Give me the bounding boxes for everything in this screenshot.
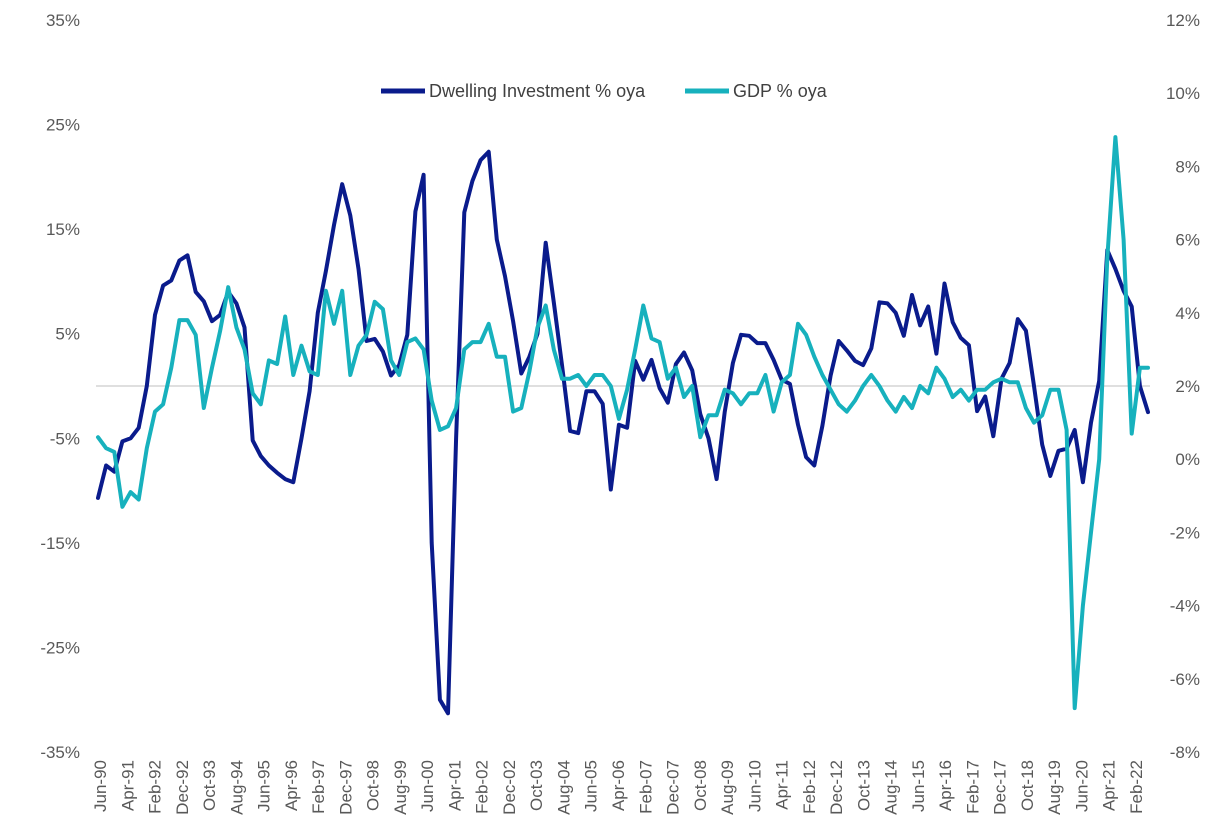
right-tick-label: 10% (1166, 84, 1200, 103)
x-tick-label: Feb-12 (800, 760, 819, 814)
x-tick-label: Jun-15 (909, 760, 928, 812)
right-tick-label: 8% (1175, 157, 1200, 176)
x-tick-label: Oct-08 (691, 760, 710, 811)
x-tick-label: Feb-92 (146, 760, 165, 814)
x-tick-label: Feb-02 (473, 760, 492, 814)
right-tick-label: 0% (1175, 450, 1200, 469)
series-layer (96, 135, 1150, 716)
right-tick-label: 4% (1175, 304, 1200, 323)
left-tick-label: -5% (50, 429, 80, 448)
x-tick-label: Aug-14 (882, 760, 901, 815)
x-tick-label: Dec-92 (173, 760, 192, 815)
left-tick-label: -15% (40, 534, 80, 553)
legend-label-dwelling: Dwelling Investment % oya (429, 81, 646, 101)
left-tick-label: 15% (46, 220, 80, 239)
x-tick-label: Dec-12 (827, 760, 846, 815)
series-line-gdp (96, 135, 1150, 711)
left-tick-label: -25% (40, 638, 80, 657)
right-tick-label: -2% (1170, 523, 1200, 542)
x-tick-label: Feb-17 (963, 760, 982, 814)
x-tick-label: Apr-21 (1100, 760, 1119, 811)
legend-label-gdp: GDP % oya (733, 81, 828, 101)
series-line-dwelling-investment (96, 149, 1150, 716)
x-tick-label: Jun-95 (255, 760, 274, 812)
x-tick-label: Aug-19 (1045, 760, 1064, 815)
right-tick-label: -6% (1170, 670, 1200, 689)
right-tick-label: 6% (1175, 231, 1200, 250)
x-tick-label: Apr-91 (118, 760, 137, 811)
x-tick-label: Dec-07 (664, 760, 683, 815)
x-tick-label: Aug-99 (391, 760, 410, 815)
left-tick-label: 25% (46, 116, 80, 135)
left-axis: 35% 25% 15% 5% -5% -15% -25% -35% (40, 11, 80, 762)
x-tick-label: Jun-20 (1073, 760, 1092, 812)
x-tick-label: Aug-04 (555, 760, 574, 815)
x-tick-label: Feb-22 (1127, 760, 1146, 814)
right-tick-label: -4% (1170, 597, 1200, 616)
x-tick-label: Feb-97 (309, 760, 328, 814)
x-tick-label: Dec-97 (336, 760, 355, 815)
legend: Dwelling Investment % oya GDP % oya (381, 81, 828, 101)
x-tick-label: Jun-00 (418, 760, 437, 812)
x-tick-label: Oct-93 (200, 760, 219, 811)
x-tick-label: Apr-16 (936, 760, 955, 811)
left-tick-label: -35% (40, 743, 80, 762)
x-tick-label: Oct-03 (527, 760, 546, 811)
right-axis: 12% 10% 8% 6% 4% 2% 0% -2% -4% -6% -8% (1166, 11, 1200, 762)
x-tick-label: Jun-90 (91, 760, 110, 812)
x-tick-label: Apr-01 (445, 760, 464, 811)
x-tick-label: Apr-11 (773, 760, 792, 810)
x-axis: Jun-90 Apr-91 Feb-92 Dec-92 Oct-93 Aug-94 Jun-… (91, 760, 1146, 815)
left-tick-label: 35% (46, 11, 80, 30)
x-tick-label: Oct-13 (854, 760, 873, 811)
right-tick-label: 2% (1175, 377, 1200, 396)
x-tick-label: Apr-96 (282, 760, 301, 811)
right-tick-label: -8% (1170, 743, 1200, 762)
left-tick-label: 5% (55, 325, 80, 344)
x-tick-label: Oct-18 (1018, 760, 1037, 811)
x-tick-label: Aug-09 (718, 760, 737, 815)
x-tick-label: Oct-98 (364, 760, 383, 811)
x-tick-label: Dec-02 (500, 760, 519, 815)
right-tick-label: 12% (1166, 11, 1200, 30)
x-tick-label: Apr-06 (609, 760, 628, 811)
x-tick-label: Dec-17 (991, 760, 1010, 815)
x-tick-label: Feb-07 (636, 760, 655, 814)
x-tick-label: Jun-05 (582, 760, 601, 812)
x-tick-label: Jun-10 (745, 760, 764, 812)
x-tick-label: Aug-94 (227, 760, 246, 815)
